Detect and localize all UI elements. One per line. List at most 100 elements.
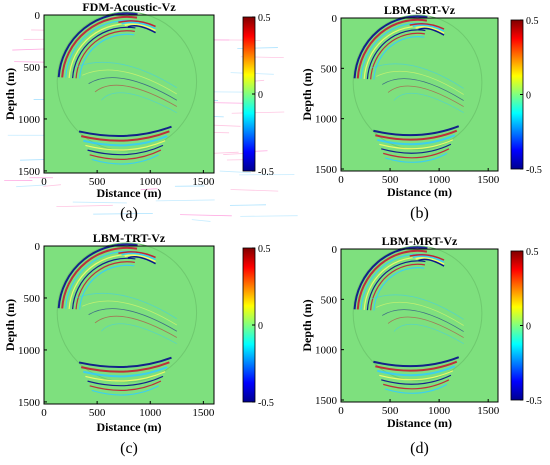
x-tick-label: 500	[382, 174, 399, 186]
y-tick-label: 1000	[18, 345, 41, 357]
wavefront-upper	[356, 18, 428, 79]
wavefront-upper	[366, 260, 426, 311]
wavefront-lower	[85, 371, 166, 382]
wavefronts	[353, 246, 464, 394]
wavefront-lower	[384, 152, 448, 163]
wavefront-lower	[373, 125, 460, 137]
wavefront-upper	[57, 243, 138, 309]
wavefront-upper	[373, 267, 425, 311]
noise-streak	[230, 189, 279, 192]
noise-streak	[155, 199, 215, 202]
noise-streak	[16, 184, 47, 188]
y-tick-label: 500	[321, 63, 338, 75]
wavefront-top	[418, 27, 445, 36]
y-tick-label: 1000	[315, 345, 338, 357]
colorbar-tick-label: 0.5	[526, 16, 539, 27]
wavefront-upper	[366, 29, 426, 80]
x-axis-label: Distance (m)	[97, 186, 162, 200]
colorbar-tick-label: 0	[526, 322, 531, 333]
x-tick-label: 0	[338, 405, 344, 417]
wavefront-interior	[75, 292, 178, 320]
wavefront-interior	[376, 70, 464, 95]
noise-streak	[229, 204, 267, 206]
wavefront-lower	[383, 379, 450, 390]
y-axis-label: Depth (m)	[3, 68, 17, 120]
wavefront-interior	[88, 77, 178, 101]
x-tick-label: 1500	[192, 176, 215, 188]
noise-streak	[219, 170, 251, 174]
axes-frame	[340, 248, 499, 403]
wavefront-top	[118, 20, 156, 28]
wavefront-top	[127, 256, 156, 265]
x-axis-label: Distance (m)	[97, 420, 162, 434]
wavefront-lower	[78, 125, 172, 137]
panel-letter: (c)	[120, 440, 138, 457]
wavefront-lower	[83, 135, 168, 147]
y-tick-label: 500	[24, 293, 41, 305]
x-axis-label: Distance (m)	[387, 185, 452, 199]
wavefront-top	[124, 23, 156, 32]
wavefront-upper	[75, 30, 135, 79]
colorbar-tick-label: 0.5	[258, 244, 271, 255]
wavefront-lower	[89, 380, 162, 391]
panel-d: LBM-MRT-Vz0 500 1000 1500050010001500Distan…	[300, 234, 542, 457]
wavefront-interior	[382, 78, 464, 101]
colorbar-tick-label: -0.5	[526, 165, 542, 176]
panel-title: LBM-TRT-Vz	[93, 231, 166, 245]
y-tick-label: 1000	[18, 114, 41, 126]
wavefront-top	[121, 21, 156, 30]
wavefront-lower	[381, 374, 452, 385]
wavefront-upper	[57, 12, 138, 78]
y-axis-label: Depth (m)	[3, 299, 17, 351]
model-boundary	[56, 242, 198, 383]
x-tick-label: 500	[89, 176, 106, 188]
y-tick-label: 0	[35, 241, 41, 253]
wavefront-lower	[381, 143, 452, 154]
wavefront-upper	[65, 19, 137, 78]
panel-title: LBM-MRT-Vz	[382, 234, 458, 248]
wavefront-top	[127, 25, 156, 34]
panel-letter: (d)	[410, 440, 429, 457]
y-tick-label: 0	[332, 244, 338, 256]
y-tick-label: 1500	[18, 166, 41, 178]
noise-streak	[56, 204, 113, 208]
x-tick-label: 1500	[477, 174, 500, 186]
colorbar-tick-label: -0.5	[526, 396, 542, 407]
wavefront-upper	[360, 253, 427, 310]
model-boundary	[352, 14, 483, 151]
panel-title: FDM-Acoustic-Vz	[82, 0, 176, 14]
noise-streak	[210, 151, 239, 154]
axes-frame	[340, 17, 499, 172]
wavefront-lower	[91, 154, 160, 165]
wavefront-lower	[375, 129, 458, 141]
wavefront-top	[118, 251, 156, 259]
wavefront-upper	[75, 261, 135, 310]
wavefront-interior	[94, 84, 178, 107]
y-tick-label: 1500	[18, 397, 41, 409]
y-tick-label: 500	[321, 294, 338, 306]
wavefront-lower	[87, 375, 164, 387]
colorbar-tick-label: -0.5	[258, 398, 274, 409]
wavefront-lower	[377, 365, 456, 377]
panel-c: LBM-TRT-Vz0 500 1000 1500050010001500Distan…	[3, 231, 274, 457]
colorbar-tick-label: -0.5	[258, 167, 274, 178]
wavefront-lower	[80, 130, 170, 142]
noise-streak	[140, 188, 158, 191]
x-tick-label: 500	[89, 407, 106, 419]
colorbar-tick-label: 0	[258, 321, 263, 332]
wavefront-lower	[80, 361, 170, 373]
wavefront-top	[124, 254, 156, 263]
model-boundary	[352, 245, 483, 382]
x-tick-label: 1500	[477, 405, 500, 417]
noise-streak	[180, 214, 232, 217]
x-tick-label: 0	[41, 176, 47, 188]
colorbar-tick-label: 0.5	[258, 13, 271, 24]
colorbar-tick-label: 0	[526, 91, 531, 102]
wavefront-interior	[382, 309, 464, 332]
wavefront-top	[409, 22, 445, 30]
wavefront-upper	[72, 257, 136, 310]
wavefront-interior	[376, 301, 464, 326]
wavefront-top	[415, 257, 445, 265]
wavefront-top	[409, 253, 445, 261]
panel-a: FDM-Acoustic-Vz0 500 1000 1500050010001500D…	[3, 0, 298, 222]
